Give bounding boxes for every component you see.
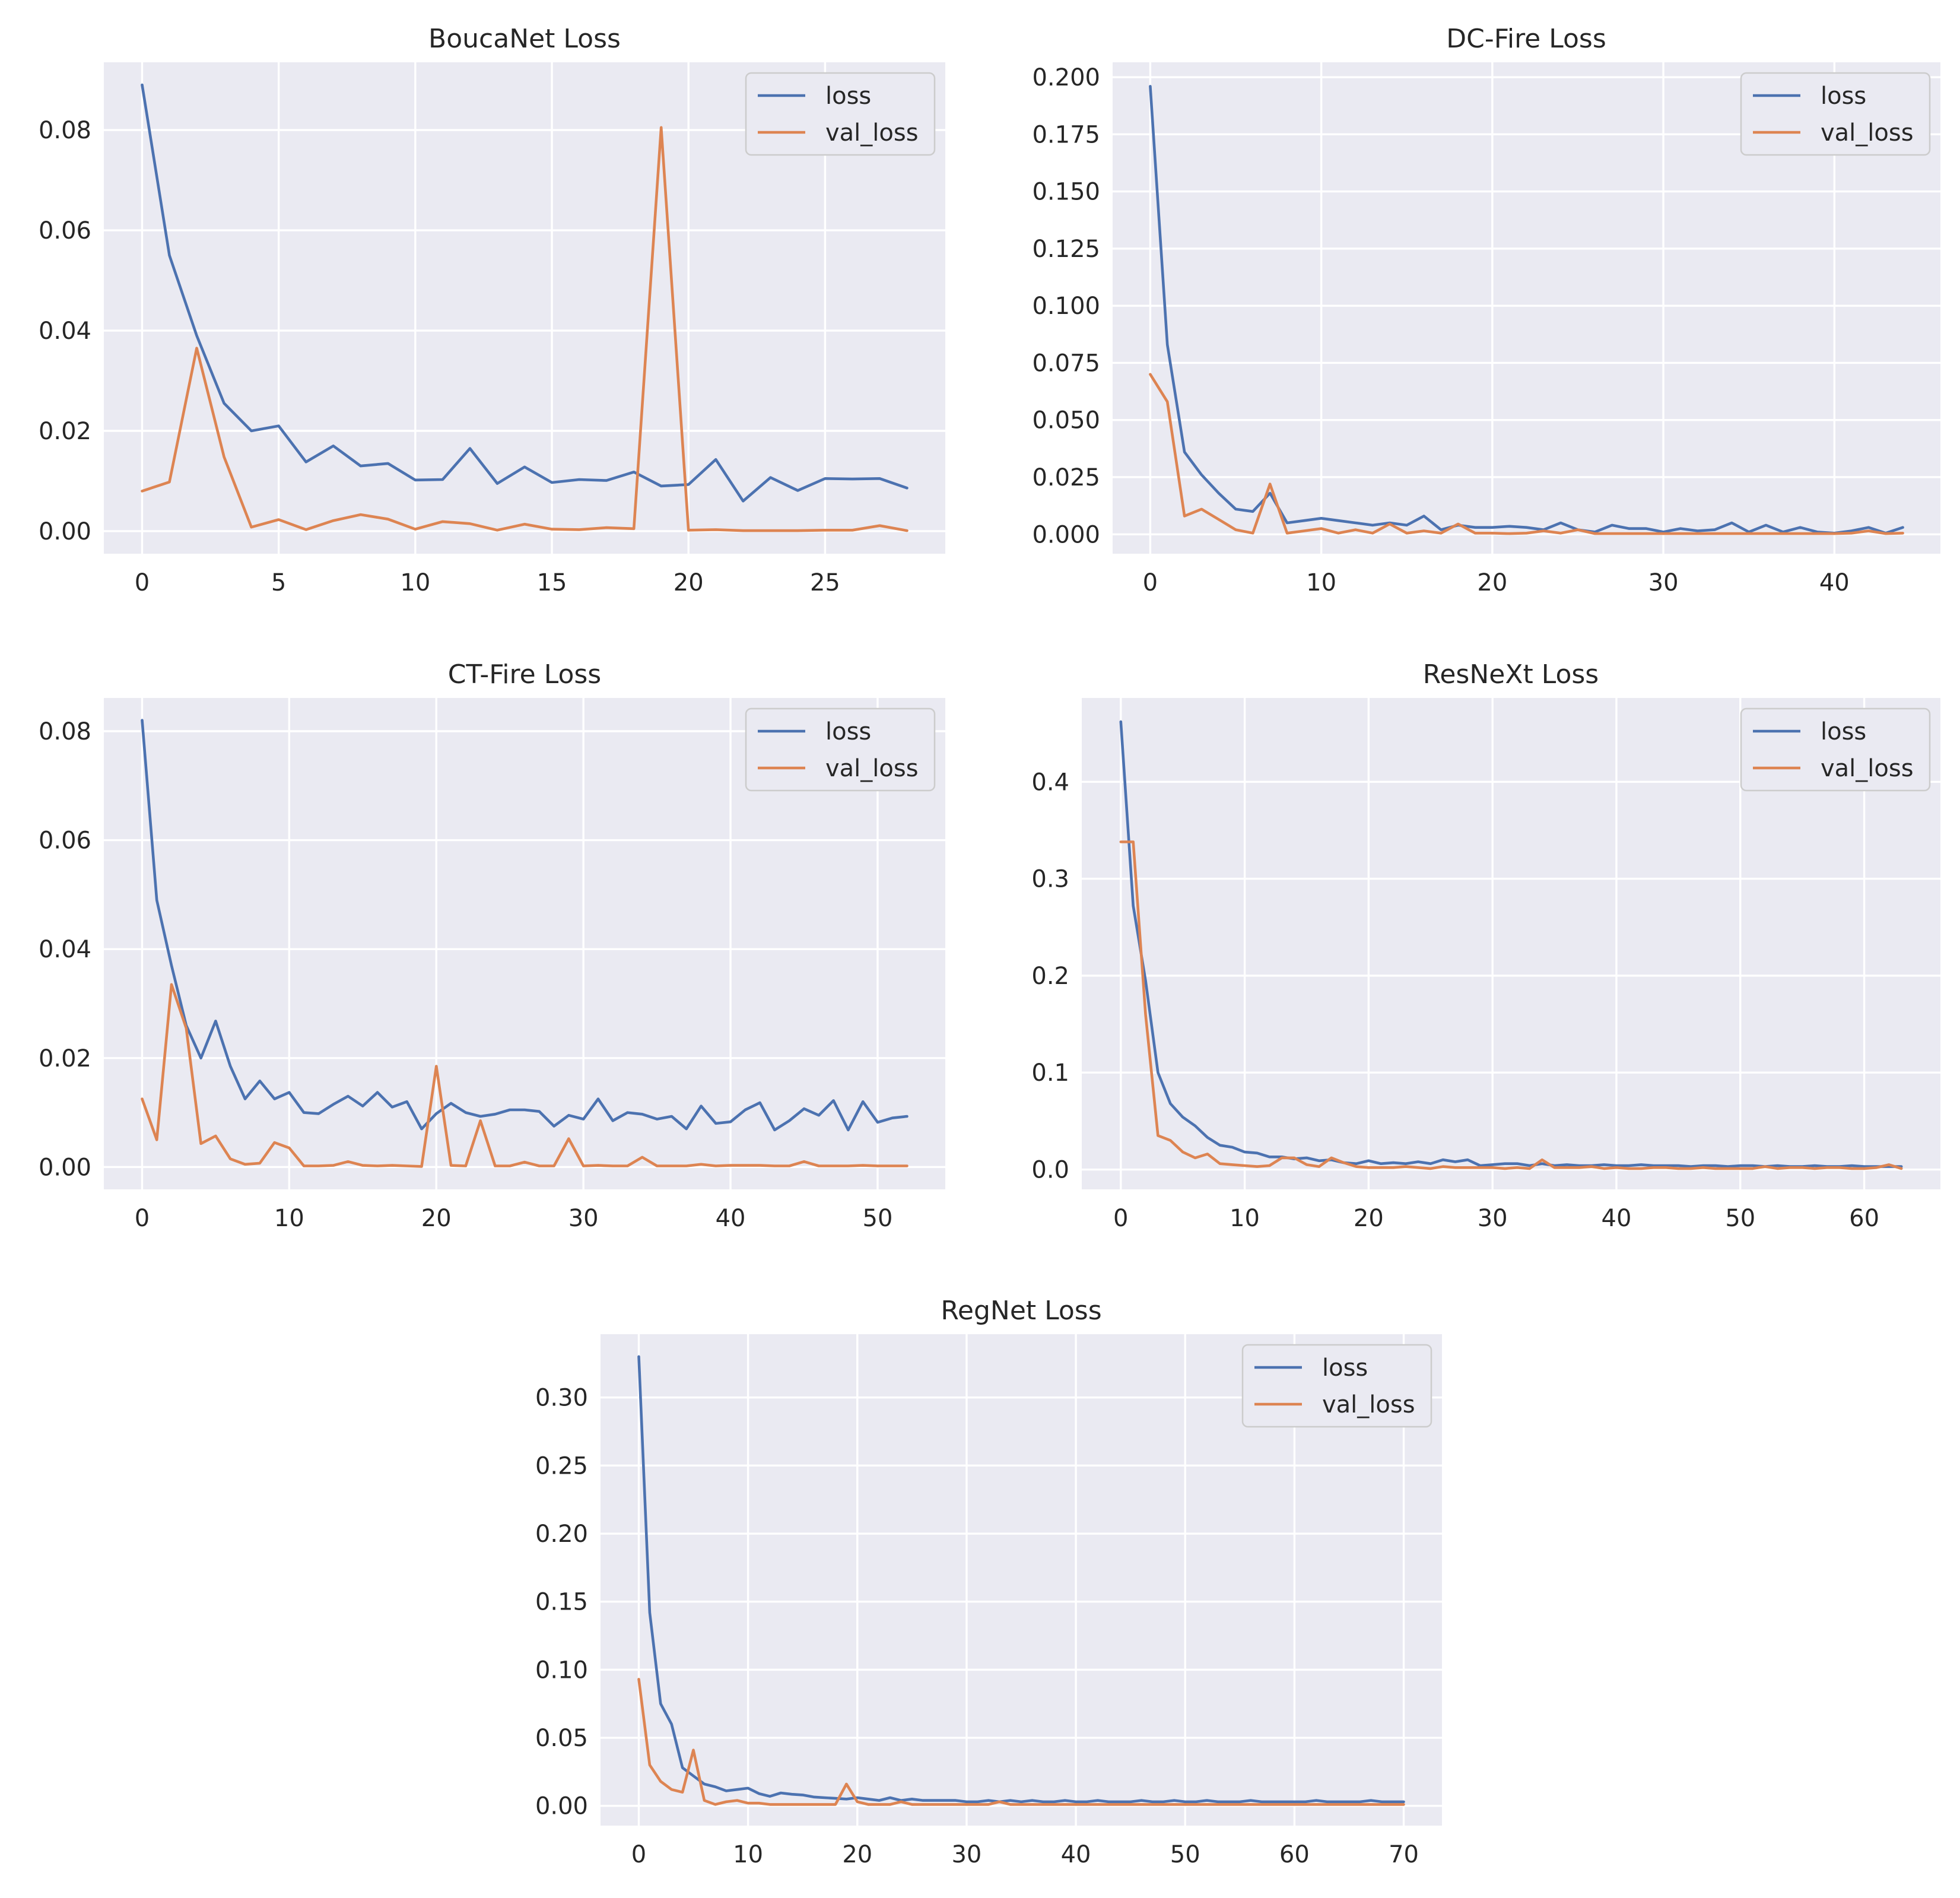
dc-fire-loss-chart: DC-Fire Loss 0 10 20 30 40 0.000 0.025 0.050 0.0… [1032,24,1940,596]
x-tick-label: 20 [421,1205,452,1232]
y-tick-label: 0.000 [1032,521,1100,548]
legend-label: val_loss [825,119,919,147]
chart-title: BoucaNet Loss [428,24,621,54]
legend-label: loss [825,82,871,110]
y-tick-label: 0.175 [1032,121,1100,148]
legend-label: loss [1821,82,1866,110]
legend [745,72,936,156]
chart-title: DC-Fire Loss [1446,24,1606,54]
y-tick-label: 0.06 [39,217,91,245]
chart-title: ResNeXt Loss [1423,659,1599,690]
legend [1740,707,1931,792]
chart-title: RegNet Loss [941,1296,1101,1326]
y-tick-label: 0.25 [535,1452,588,1480]
x-tick-label: 15 [537,569,567,596]
series-line-val-loss [141,983,908,1168]
y-tick-label: 0.02 [39,1045,91,1072]
x-tick-label: 0 [631,1841,646,1868]
chart-title: CT-Fire Loss [448,659,601,690]
legend-label: val_loss [825,755,919,782]
x-tick-label: 30 [1478,1205,1508,1232]
x-tick-label: 25 [810,569,840,596]
y-tick-label: 0.30 [535,1385,588,1412]
y-tick-label: 0.00 [39,518,91,545]
x-tick-label: 30 [1648,569,1679,596]
y-tick-label: 0.125 [1032,236,1100,263]
series-line-loss [637,1355,1405,1804]
y-tick-label: 0.025 [1032,464,1100,491]
x-tick-label: 20 [1354,1205,1384,1232]
y-tick-label: 0.20 [535,1521,588,1548]
x-tick-label: 30 [951,1841,981,1868]
y-tick-label: 0.200 [1032,64,1100,91]
x-tick-label: 60 [1279,1841,1310,1868]
y-tick-label: 0.15 [535,1589,588,1616]
y-tick-label: 0.150 [1032,179,1100,206]
x-tick-label: 0 [135,1205,150,1232]
y-tick-label: 0.04 [39,936,91,963]
series-line-val-loss [1119,840,1903,1170]
series-line-val-loss [141,126,908,532]
x-tick-label: 30 [568,1205,599,1232]
y-tick-label: 0.3 [1031,866,1069,893]
legend-label: val_loss [1821,755,1914,782]
regnet-loss-chart: RegNet Loss 0 10 20 30 40 50 60 70 0.00 0.05 0.10 0… [535,1296,1442,1868]
x-tick-label: 5 [271,569,286,596]
resnext-loss-chart: ResNeXt Loss 0 10 20 30 40 50 60 0.0 0.1 0.2 0.3 0.… [1031,659,1940,1232]
legend [1740,72,1931,156]
x-tick-label: 0 [1143,569,1158,596]
x-tick-label: 50 [863,1205,893,1232]
x-tick-label: 10 [1230,1205,1260,1232]
series-line-val-loss [1149,373,1904,535]
series-line-loss [141,83,908,503]
y-tick-label: 0.06 [39,827,91,855]
x-tick-label: 20 [842,1841,872,1868]
x-tick-label: 40 [1819,569,1850,596]
x-tick-label: 10 [1306,569,1336,596]
y-tick-label: 0.1 [1031,1059,1069,1087]
x-tick-label: 60 [1849,1205,1879,1232]
x-tick-label: 0 [135,569,150,596]
x-tick-label: 50 [1170,1841,1200,1868]
series-line-loss [141,719,908,1132]
x-tick-label: 40 [716,1205,746,1232]
x-tick-label: 40 [1061,1841,1091,1868]
legend-label: loss [1322,1354,1368,1382]
x-tick-label: 50 [1725,1205,1755,1232]
y-tick-label: 0.05 [535,1725,588,1752]
x-tick-label: 20 [674,569,704,596]
series-line-loss [1119,720,1903,1168]
series-line-val-loss [637,1678,1405,1806]
x-tick-label: 20 [1477,569,1507,596]
legend-label: val_loss [1821,119,1914,147]
y-tick-label: 0.00 [535,1793,588,1820]
y-tick-label: 0.4 [1031,769,1069,796]
y-tick-label: 0.050 [1032,407,1100,434]
x-tick-label: 0 [1113,1205,1128,1232]
x-tick-label: 70 [1389,1841,1419,1868]
legend-label: val_loss [1322,1391,1415,1418]
y-tick-label: 0.10 [535,1656,588,1684]
legend [1241,1344,1432,1428]
y-tick-label: 0.0 [1031,1157,1069,1184]
y-tick-label: 0.02 [39,418,91,445]
y-tick-label: 0.2 [1031,963,1069,990]
legend-label: loss [825,718,871,745]
y-tick-label: 0.075 [1032,350,1100,377]
x-tick-label: 10 [274,1205,304,1232]
x-tick-label: 10 [733,1841,763,1868]
y-tick-label: 0.08 [39,117,91,144]
x-tick-label: 10 [400,569,430,596]
ct-fire-loss-chart: CT-Fire Loss 0 10 20 30 40 50 0.00 0.02 0.04 0.06… [39,659,945,1232]
y-tick-label: 0.100 [1032,293,1100,320]
y-tick-label: 0.00 [39,1154,91,1181]
boucanet-loss-chart: BoucaNet Loss 0 5 10 15 20 25 0.00 0.02 0.04 0.06… [39,24,945,596]
y-tick-label: 0.04 [39,318,91,345]
legend-label: loss [1821,718,1866,745]
y-tick-label: 0.08 [39,718,91,745]
x-tick-label: 40 [1602,1205,1632,1232]
legend [745,707,936,792]
